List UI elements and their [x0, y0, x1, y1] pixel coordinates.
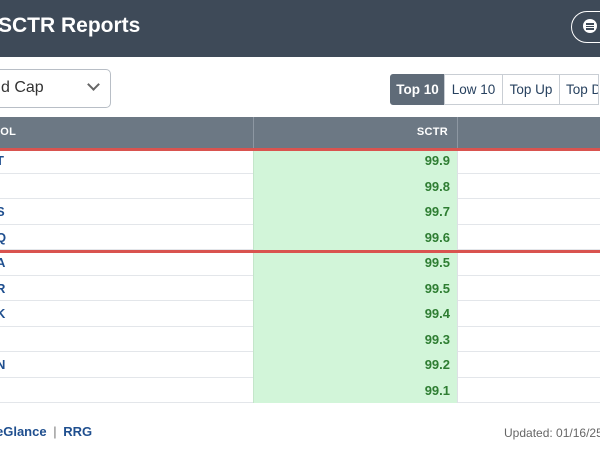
sctr-value: 99.9 — [253, 148, 458, 174]
tab-top-up[interactable]: Top Up — [502, 74, 560, 105]
chevron-down-icon — [87, 78, 100, 91]
tab-top-10[interactable]: Top 10 — [390, 74, 445, 105]
report-tabs: Top 10 Low 10 Top Up Top D — [390, 74, 599, 105]
symbol-link[interactable]: N — [0, 357, 6, 372]
market-cap-select[interactable]: d Cap — [0, 69, 111, 108]
table-row: K 99.4 — [0, 301, 600, 327]
footer-link-rrg[interactable]: RRG — [63, 424, 93, 439]
table-row: R 99.5 — [0, 275, 600, 301]
table-row: 99.3 — [0, 326, 600, 352]
highlight-line-bottom — [0, 250, 600, 253]
footer-separator: | — [53, 424, 57, 439]
sctr-value: 99.3 — [253, 326, 458, 352]
symbol-link[interactable]: Q — [0, 229, 7, 245]
symbol-link[interactable]: T — [0, 148, 4, 173]
sctr-value: 99.7 — [253, 199, 458, 225]
column-header-sctr[interactable]: SCTR — [253, 117, 458, 148]
table-header: BOL SCTR — [0, 117, 600, 148]
symbol-link[interactable]: K — [0, 306, 6, 321]
column-header-symbol[interactable]: BOL — [0, 126, 17, 138]
menu-button[interactable] — [571, 11, 600, 43]
symbol-link[interactable]: S — [0, 204, 5, 219]
table-row: T 99.9 — [0, 148, 600, 174]
highlight-line-top — [0, 148, 600, 151]
footer-links: eGlance | RRG — [0, 424, 92, 439]
updated-timestamp: Updated: 01/16/25 — [504, 426, 600, 440]
sctr-value: 99.1 — [253, 377, 458, 403]
footer-link-glance[interactable]: eGlance — [0, 424, 47, 439]
table-row: 99.1 — [0, 377, 600, 403]
table-body: T99.9I99.8S99.7Q99.6A99.5R99.5K99.499.3N… — [0, 148, 600, 403]
sctr-value: 99.6 — [253, 224, 458, 250]
sctr-value: 99.5 — [253, 250, 458, 276]
sctr-value: 99.8 — [253, 173, 458, 199]
sctr-value: 99.4 — [253, 301, 458, 327]
tab-low-10[interactable]: Low 10 — [444, 74, 503, 105]
table-row: I99.8 — [0, 173, 600, 199]
symbol-link[interactable]: R — [0, 280, 6, 296]
app-header: SCTR Reports — [0, 0, 600, 57]
page-title: SCTR Reports — [0, 14, 141, 37]
table-row: S 99.7 — [0, 199, 600, 225]
tab-top-down[interactable]: Top D — [559, 74, 599, 105]
symbol-link[interactable]: A — [0, 255, 6, 270]
sctr-table: BOL SCTR T99.9I99.8S99.7Q99.6A99.5R99.5K… — [0, 117, 600, 403]
sctr-value: 99.2 — [253, 352, 458, 378]
table-row: N 99.2 — [0, 352, 600, 378]
menu-icon — [583, 19, 597, 33]
market-cap-select-value: d Cap — [1, 79, 44, 96]
sctr-value: 99.5 — [253, 275, 458, 301]
table-row: A 99.5 — [0, 250, 600, 276]
table-row: Q 99.6 — [0, 224, 600, 250]
